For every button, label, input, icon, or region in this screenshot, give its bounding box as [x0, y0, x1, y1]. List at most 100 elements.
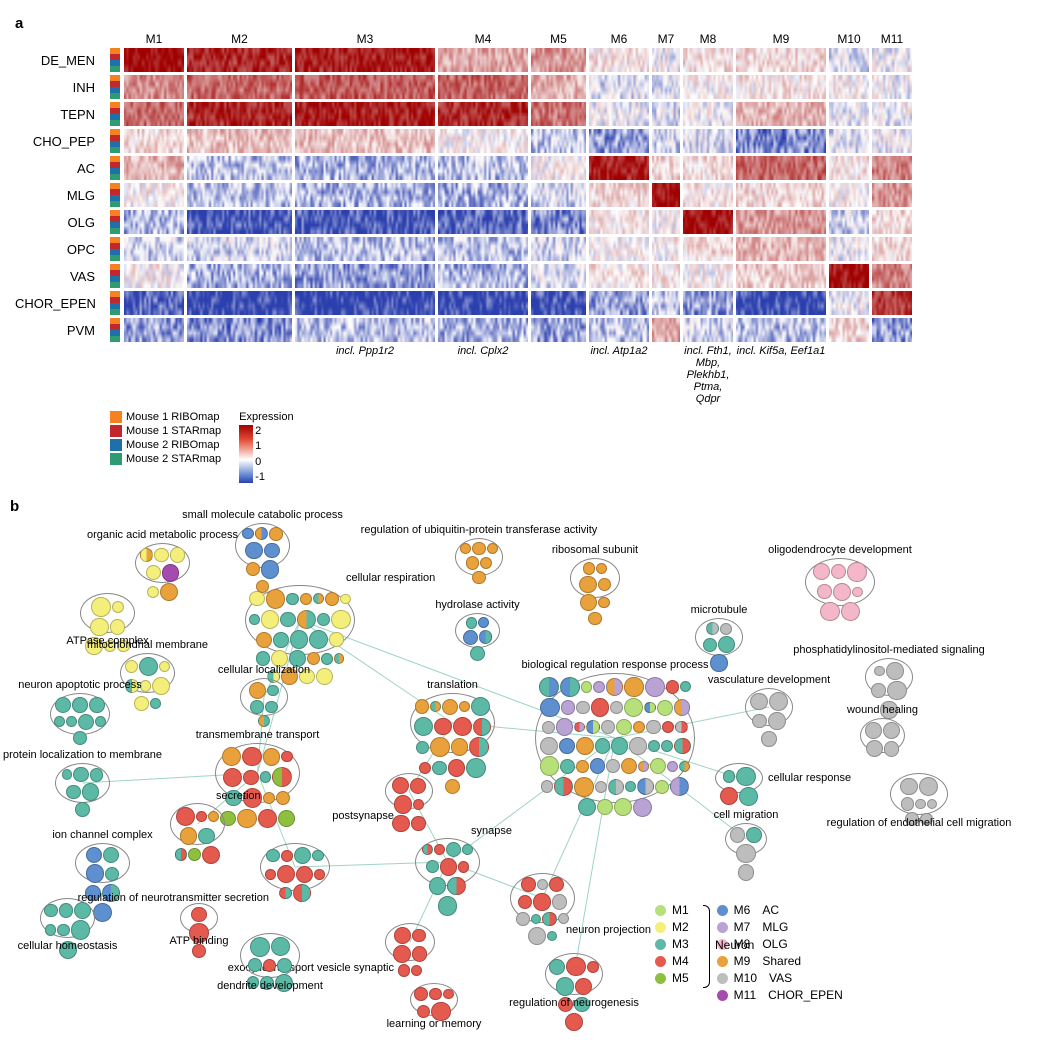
heatmap-cell — [736, 264, 826, 288]
heatmap-cell — [683, 102, 733, 126]
heatmap-cell — [124, 129, 184, 153]
legend-desc: Shared — [762, 954, 801, 968]
go-node — [460, 543, 471, 554]
heatmap-cell — [683, 264, 733, 288]
go-node — [648, 740, 660, 752]
legend-label: Mouse 1 RIBOmap — [126, 411, 220, 423]
heatmap-cell — [736, 48, 826, 72]
go-node — [317, 613, 330, 626]
go-node — [281, 850, 293, 862]
go-node — [154, 548, 169, 563]
go-node — [560, 677, 580, 697]
go-node — [280, 612, 296, 628]
legend-label: Mouse 2 RIBOmap — [126, 439, 220, 451]
go-node — [746, 827, 762, 843]
heatmap-cell — [652, 210, 680, 234]
heatmap-cell — [295, 237, 435, 261]
condition-stripe — [110, 237, 120, 261]
row-label: CHOR_EPEN — [15, 296, 101, 311]
heatmap-cell — [124, 264, 184, 288]
legend-desc: OLG — [762, 937, 787, 951]
heatmap-row: VAS — [110, 264, 1035, 288]
heatmap-cell — [187, 75, 292, 99]
heatmap-cell — [531, 318, 586, 342]
go-node — [415, 699, 430, 714]
go-node — [591, 698, 609, 716]
heatmap-cell — [736, 183, 826, 207]
go-node — [293, 884, 311, 902]
go-node — [393, 945, 411, 963]
legend-label: Mouse 1 STARmap — [126, 425, 221, 437]
go-node — [314, 869, 325, 880]
go-node — [919, 777, 938, 796]
go-node — [170, 547, 186, 563]
row-label: TEPN — [15, 107, 101, 122]
go-node — [597, 799, 613, 815]
go-node — [71, 920, 91, 940]
go-node — [417, 1005, 430, 1018]
heatmap-cell — [736, 237, 826, 261]
heatmap-cell — [124, 291, 184, 315]
go-node — [487, 543, 498, 554]
go-node — [883, 722, 900, 739]
heatmap-cell — [531, 156, 586, 180]
heatmap-cell — [124, 102, 184, 126]
go-node — [162, 564, 180, 582]
heatmap-cell — [124, 48, 184, 72]
legend-module: M9 — [734, 954, 751, 968]
heatmap-cell — [872, 129, 912, 153]
legend-desc: VAS — [769, 971, 792, 985]
go-cluster: secretion — [170, 803, 225, 845]
go-node — [761, 731, 777, 747]
heatmap-cell — [872, 237, 912, 261]
go-node — [277, 958, 292, 973]
go-node — [59, 903, 73, 917]
go-node — [191, 907, 206, 922]
go-cluster: wound healing — [860, 718, 905, 753]
heatmap-cell — [124, 183, 184, 207]
go-node — [638, 761, 649, 772]
go-node — [422, 844, 433, 855]
go-node — [430, 701, 441, 712]
go-node — [900, 778, 918, 796]
heatmap-cell — [736, 318, 826, 342]
colorbar-tick: -1 — [255, 471, 265, 483]
legend-item: M10VAS — [717, 971, 843, 985]
go-node — [134, 696, 149, 711]
heatmap-cell — [124, 156, 184, 180]
module-label: M6 — [589, 32, 649, 46]
heatmap-cell — [531, 102, 586, 126]
heatmap-row: INH — [110, 75, 1035, 99]
go-node — [103, 847, 119, 863]
go-node — [865, 722, 882, 739]
go-node — [674, 738, 690, 754]
legend-desc: MLG — [762, 920, 788, 934]
heatmap-cell — [652, 291, 680, 315]
module-annotation: incl. Atp1a2 — [589, 345, 649, 405]
heatmap-cell — [652, 183, 680, 207]
colorbar-tick: 1 — [255, 440, 265, 452]
go-node — [608, 779, 624, 795]
heatmap-cell — [829, 156, 869, 180]
go-node — [566, 957, 585, 976]
cluster-label: neuron apoptotic process — [18, 679, 142, 691]
heatmap-cell — [736, 156, 826, 180]
cluster-label: ATP binding — [170, 935, 229, 947]
go-node — [561, 700, 575, 714]
go-node — [540, 698, 559, 717]
go-node — [598, 578, 611, 591]
go-node — [272, 767, 292, 787]
heatmap-row: OLG — [110, 210, 1035, 234]
heatmap-cell — [531, 48, 586, 72]
heatmap-row: CHOR_EPEN — [110, 291, 1035, 315]
go-node — [629, 737, 646, 754]
go-node — [451, 738, 468, 755]
go-node — [886, 662, 904, 680]
go-node — [66, 716, 77, 727]
go-node — [105, 867, 119, 881]
go-node — [610, 701, 623, 714]
go-cluster: neuron projection — [510, 873, 575, 923]
module-header: M1M2M3M4M5M6M7M8M9M10M11 — [124, 32, 1035, 46]
heatmap-row: AC — [110, 156, 1035, 180]
heatmap-cell — [531, 264, 586, 288]
